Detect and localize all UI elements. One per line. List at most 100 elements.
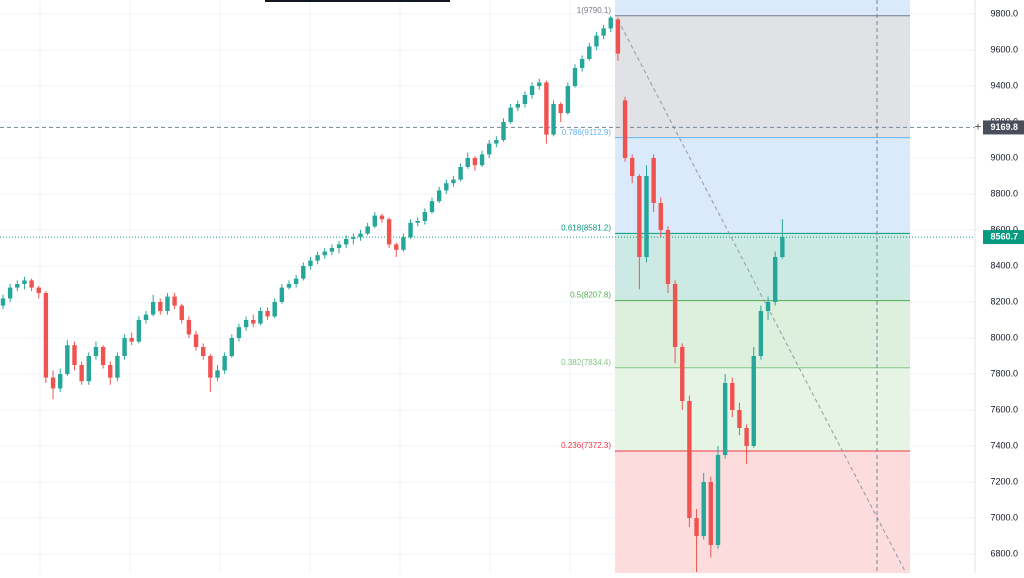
candle-body [579,59,585,69]
candle-body [143,314,149,320]
candle-body [158,301,163,311]
candle-body [558,104,563,114]
candle-body [680,346,685,401]
candle-body [744,427,749,446]
candle-body [344,238,349,245]
candle-body [529,86,535,96]
candle-body [236,327,242,338]
y-tick-label: 8800.0 [990,188,1018,198]
fib-zone [615,15,910,138]
candle-body [637,176,642,257]
candle-body [780,237,785,257]
candle-body [494,140,499,144]
y-tick-label: 9800.0 [990,8,1018,18]
fib-level-label: 0.382(7834.4) [561,358,611,367]
y-tick-label: 8400.0 [990,260,1018,270]
candle-body [243,319,249,328]
candle-body [451,179,456,184]
candle-body [465,158,470,168]
candle-body [630,158,635,177]
candle-body [694,517,699,536]
last-price-box [983,230,1024,245]
fib-zone [615,367,910,451]
y-tick-label: 7600.0 [990,404,1018,414]
y-tick-label: 8000.0 [990,332,1018,342]
candle-body [644,176,649,257]
candle-body [651,158,656,203]
candle-body [751,355,756,446]
candle-body [372,215,377,227]
candle-body [587,46,592,60]
candle-body [265,310,270,317]
candle-body [422,211,428,221]
y-tick-label: 7800.0 [990,368,1018,378]
candle-body [93,346,99,356]
candle-body [722,382,728,455]
candle-body [86,355,91,382]
candle-body [215,370,220,378]
candle-body [773,256,778,302]
candle-body [715,454,721,545]
candle-body [322,251,327,256]
candle-body [458,167,463,180]
candle-body [379,215,385,220]
candle-body [508,107,513,123]
candle-body [122,337,127,356]
candle-body [58,373,63,389]
candle-body [358,233,363,238]
fib-zone-top [615,0,910,16]
candle-body [565,86,571,114]
crosshair-plus: + [974,120,981,134]
candle-body [50,377,56,389]
candle-body [329,247,335,252]
candle-body [79,364,84,382]
y-tick-label: 9000.0 [990,152,1018,162]
candle-body [315,255,320,261]
candle-body [272,301,277,317]
candle-body [65,345,70,374]
candle-body [229,337,234,356]
candle-body [208,355,213,378]
fib-level-label: 0.5(8207.8) [570,291,611,300]
candle-body [436,190,442,202]
candle-body [150,301,156,315]
candle-body [401,237,406,250]
candle-body [572,68,578,87]
candle-body [544,82,549,135]
candle-body [394,244,399,250]
fib-zone [615,137,910,234]
candle-body [193,334,199,347]
candle-body [708,481,714,545]
candle-body [615,19,621,54]
candle-body [186,319,192,335]
candle-body [429,201,435,212]
candle-body [179,305,184,320]
toolbar-edge [265,0,450,2]
candle-body [551,104,556,135]
candle-body [765,301,771,311]
candle-body [293,278,299,284]
candle-body [286,283,292,288]
candle-body [408,222,413,238]
candle-body [279,287,285,302]
fib-level-label: 0.618(8581.2) [561,223,611,232]
candle-body [415,220,420,223]
candle-body [258,310,263,324]
candle-body [487,143,492,155]
y-tick-label: 8600.0 [990,224,1018,234]
candle-body [201,346,206,356]
candle-body [479,154,485,166]
y-tick-label: 7000.0 [990,512,1018,522]
candle-body [537,82,542,87]
candle-body [365,226,370,234]
candle-body [672,283,678,347]
candle-body [472,158,478,166]
fib-level-label: 0.786(9112.9) [562,128,612,137]
candle-body [308,260,313,266]
crosshair-price-label: 9169.8 [990,122,1018,132]
candle-body [172,296,177,306]
y-tick-label: 9400.0 [990,80,1018,90]
candle-body [43,292,49,378]
candle-body [165,296,170,311]
